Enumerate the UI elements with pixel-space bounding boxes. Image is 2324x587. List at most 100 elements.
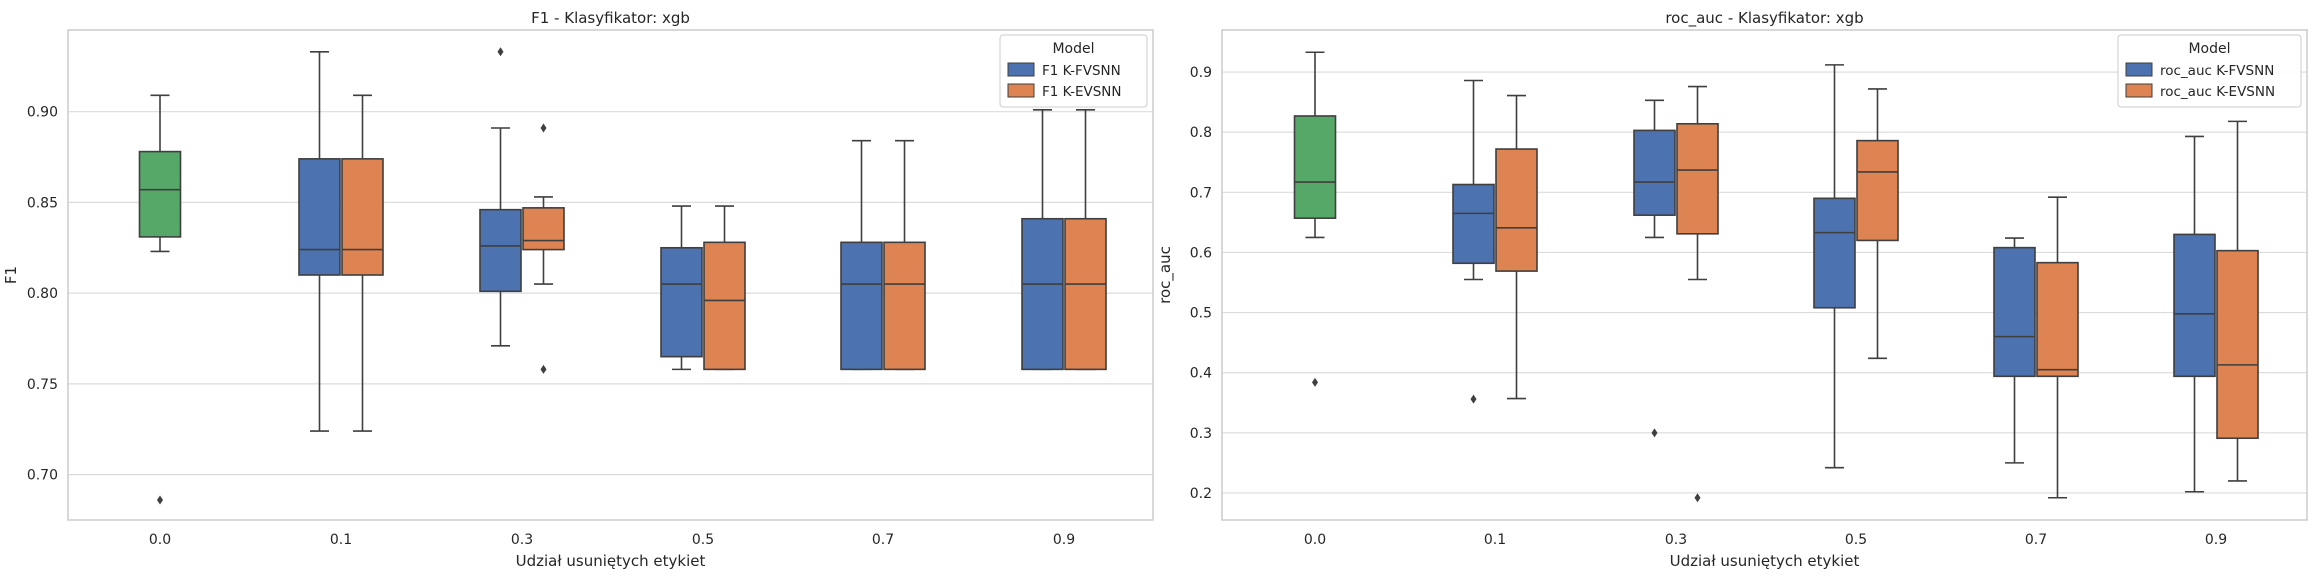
box-evsnn <box>1856 88 1899 360</box>
legend-swatch <box>1007 83 1035 98</box>
box-evsnn <box>2216 120 2259 482</box>
y-tick-label: 0.7 <box>1190 185 1212 201</box>
box-iqr <box>660 246 703 358</box>
x-tick-label: 0.1 <box>1484 532 1506 548</box>
x-tick-label: 0.1 <box>330 532 352 548</box>
x-tick-label: 0.0 <box>149 532 171 548</box>
y-tick-label: 0.75 <box>27 377 58 393</box>
box-fvsnn <box>660 205 703 371</box>
box-baseline <box>138 94 182 505</box>
outlier-point <box>497 47 504 57</box>
y-tick-label: 0.9 <box>1190 65 1212 81</box>
box-evsnn <box>1064 109 1107 371</box>
box-iqr <box>2173 233 2216 378</box>
x-tick-label: 0.5 <box>692 532 714 548</box>
y-axis-label: roc_auc <box>1156 246 1175 304</box>
box-iqr <box>2036 261 2079 378</box>
box-iqr <box>1495 148 1538 272</box>
chart-title: F1 - Klasyfikator: xgb <box>531 9 690 27</box>
x-tick-label: 0.7 <box>872 532 894 548</box>
outlier-point <box>157 495 163 505</box>
legend-swatch <box>2125 62 2153 77</box>
plot-frame <box>67 29 1154 521</box>
legend-label: roc_auc K-EVSNN <box>2160 84 2275 100</box>
box-evsnn <box>1676 85 1719 503</box>
box-iqr <box>522 207 565 251</box>
box-iqr <box>883 241 926 371</box>
x-tick-label: 0.7 <box>2025 532 2047 548</box>
legend-box <box>2117 34 2302 108</box>
chart-panel-1: roc_auc - Klasyfikator: xgb 0.2 0.3 0.4 0.5 0… <box>1156 9 2308 570</box>
x-tick-label: 0.9 <box>1053 532 1075 548</box>
y-axis-label: F1 <box>2 266 20 284</box>
outlier-point <box>1651 428 1658 438</box>
x-axis-label: Udział usuniętych etykiet <box>516 552 706 570</box>
box-iqr <box>2216 249 2259 440</box>
outlier-point <box>540 123 547 133</box>
x-tick-label: 0.9 <box>2205 532 2227 548</box>
box-iqr <box>479 208 522 293</box>
box-iqr <box>1993 246 2036 378</box>
box-iqr <box>1452 183 1495 265</box>
box-fvsnn <box>1813 64 1856 469</box>
legend-label: roc_auc K-FVSNN <box>2160 63 2274 79</box>
plot-frame <box>1221 29 2308 521</box>
box-baseline <box>1293 51 1337 387</box>
legend-title: Model <box>2188 41 2230 57</box>
legend-label: F1 K-EVSNN <box>1042 84 1121 100</box>
y-tick-label: 0.3 <box>1190 426 1212 442</box>
x-axis-label: Udział usuniętych etykiet <box>1670 552 1860 570</box>
box-iqr <box>1856 139 1899 242</box>
chart-panel-0: F1 - Klasyfikator: xgb 0.70 0.75 0.80 0.85 0.… <box>2 9 1154 570</box>
box-fvsnn <box>298 50 341 432</box>
outlier-point <box>1694 493 1701 503</box>
box-iqr <box>1676 122 1719 235</box>
x-tick-label: 0.3 <box>511 532 533 548</box>
y-tick-label: 0.85 <box>27 195 58 211</box>
legend-title: Model <box>1052 41 1094 57</box>
legend-label: F1 K-FVSNN <box>1042 63 1121 79</box>
chart-title: roc_auc - Klasyfikator: xgb <box>1665 9 1863 28</box>
box-iqr <box>1813 197 1856 309</box>
outlier-point <box>1312 377 1318 387</box>
box-fvsnn <box>1993 237 2036 464</box>
x-tick-label: 0.0 <box>1304 532 1326 548</box>
box-iqr <box>840 241 883 371</box>
legend-box <box>999 34 1148 108</box>
box-iqr <box>1021 217 1064 371</box>
y-tick-label: 0.90 <box>27 105 58 121</box>
box-iqr <box>341 158 384 276</box>
box-iqr <box>1633 129 1676 216</box>
y-tick-label: 0.4 <box>1190 366 1212 382</box>
box-iqr <box>138 150 182 238</box>
box-iqr <box>1064 217 1107 371</box>
legend-swatch <box>1007 62 1035 77</box>
box-fvsnn <box>2173 135 2216 493</box>
y-tick-label: 0.70 <box>27 468 58 484</box>
box-fvsnn <box>479 47 522 347</box>
y-tick-label: 0.2 <box>1190 486 1212 502</box>
box-evsnn <box>522 123 565 374</box>
y-tick-label: 0.80 <box>27 286 58 302</box>
box-fvsnn <box>1021 109 1064 371</box>
box-evsnn <box>883 139 926 371</box>
legend: Model F1 K-FVSNN F1 K-EVSNN <box>999 34 1148 108</box>
box-iqr <box>703 241 746 371</box>
box-fvsnn <box>1633 99 1676 438</box>
y-tick-label: 0.8 <box>1190 125 1212 141</box>
box-iqr <box>298 158 341 276</box>
outlier-point <box>1470 394 1477 404</box>
x-tick-label: 0.3 <box>1665 532 1687 548</box>
legend-swatch <box>2125 83 2153 98</box>
outlier-point <box>540 364 547 374</box>
box-fvsnn <box>1452 79 1495 404</box>
box-evsnn <box>1495 94 1538 400</box>
box-fvsnn <box>840 139 883 371</box>
y-tick-label: 0.5 <box>1190 306 1212 322</box>
y-tick-label: 0.6 <box>1190 245 1212 261</box>
legend: Model roc_auc K-FVSNN roc_auc K-EVSNN <box>2117 34 2302 108</box>
box-evsnn <box>703 205 746 371</box>
box-evsnn <box>2036 196 2079 499</box>
box-iqr <box>1293 115 1337 219</box>
